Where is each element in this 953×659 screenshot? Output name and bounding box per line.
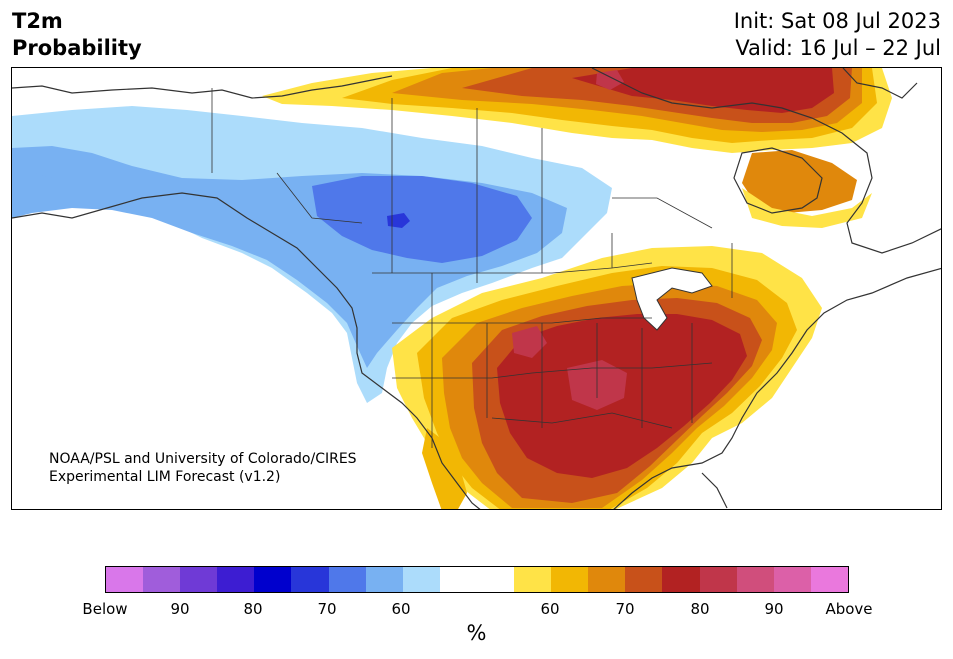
forecast-map <box>11 67 942 510</box>
colorbar-tick-label: Below <box>82 600 128 618</box>
above-normal-mexico-gold <box>422 428 467 509</box>
colorbar-swatch <box>551 567 589 592</box>
title-line-2: Probability <box>12 36 142 60</box>
colorbar-tick-label: 70 <box>317 600 337 618</box>
map-canvas <box>12 68 941 509</box>
colorbar-tick-label: 90 <box>764 600 784 618</box>
below-normal-alaska <box>32 150 64 178</box>
colorbar-swatch <box>106 567 144 592</box>
below-normal-deep <box>387 213 410 228</box>
colorbar-tick-label: 90 <box>170 600 190 618</box>
colorbar-swatch <box>365 567 403 592</box>
credit-line-2: Experimental LIM Forecast (v1.2) <box>49 469 281 485</box>
colorbar-swatch <box>291 567 329 592</box>
colorbar-swatch <box>476 567 515 592</box>
credit-line-1: NOAA/PSL and University of Colorado/CIRE… <box>49 451 357 467</box>
colorbar-swatch <box>736 567 774 592</box>
credit-text: NOAA/PSL and University of Colorado/CIRE… <box>49 450 357 486</box>
above-normal-crimson-2 <box>512 326 547 358</box>
colorbar-tick-label: 80 <box>690 600 710 618</box>
colorbar-swatch <box>217 567 255 592</box>
colorbar-swatch <box>810 567 848 592</box>
colorbar-swatch <box>143 567 181 592</box>
map-title: T2m Probability <box>12 8 142 62</box>
colorbar-tick-label: Above <box>825 600 873 618</box>
title-line-1: T2m <box>12 9 63 33</box>
above-normal-arctic-red <box>572 68 834 113</box>
colorbar-swatch <box>180 567 218 592</box>
colorbar-labels: Below 90 80 70 60 60 70 80 90 Above <box>0 600 953 620</box>
colorbar-swatch <box>662 567 700 592</box>
colorbar-swatch <box>773 567 811 592</box>
above-normal-hudson-yellow <box>742 188 872 228</box>
coastlines <box>12 68 941 509</box>
colorbar-swatch <box>625 567 663 592</box>
state-province-boundaries <box>211 88 733 448</box>
colorbar-tick-label: 70 <box>615 600 635 618</box>
colorbar-tick-label: 80 <box>243 600 263 618</box>
colorbar-swatch <box>514 567 552 592</box>
colorbar-swatch <box>328 567 366 592</box>
above-normal-hudson <box>742 150 857 213</box>
colorbar-swatch <box>402 567 440 592</box>
forecast-dates: Init: Sat 08 Jul 2023 Valid: 16 Jul – 22… <box>734 8 941 62</box>
colorbar-units: % <box>466 621 487 645</box>
colorbar-tick-label: 60 <box>540 600 560 618</box>
colorbar <box>105 566 849 593</box>
valid-period: Valid: 16 Jul – 22 Jul <box>735 36 941 60</box>
great-lakes <box>631 267 713 331</box>
init-date: Init: Sat 08 Jul 2023 <box>733 9 941 33</box>
colorbar-tick-label: 60 <box>391 600 411 618</box>
above-normal-arctic-crimson <box>596 70 624 90</box>
colorbar-swatch <box>439 567 477 592</box>
colorbar-swatch <box>588 567 626 592</box>
colorbar-swatch <box>699 567 737 592</box>
colorbar-swatch <box>254 567 292 592</box>
